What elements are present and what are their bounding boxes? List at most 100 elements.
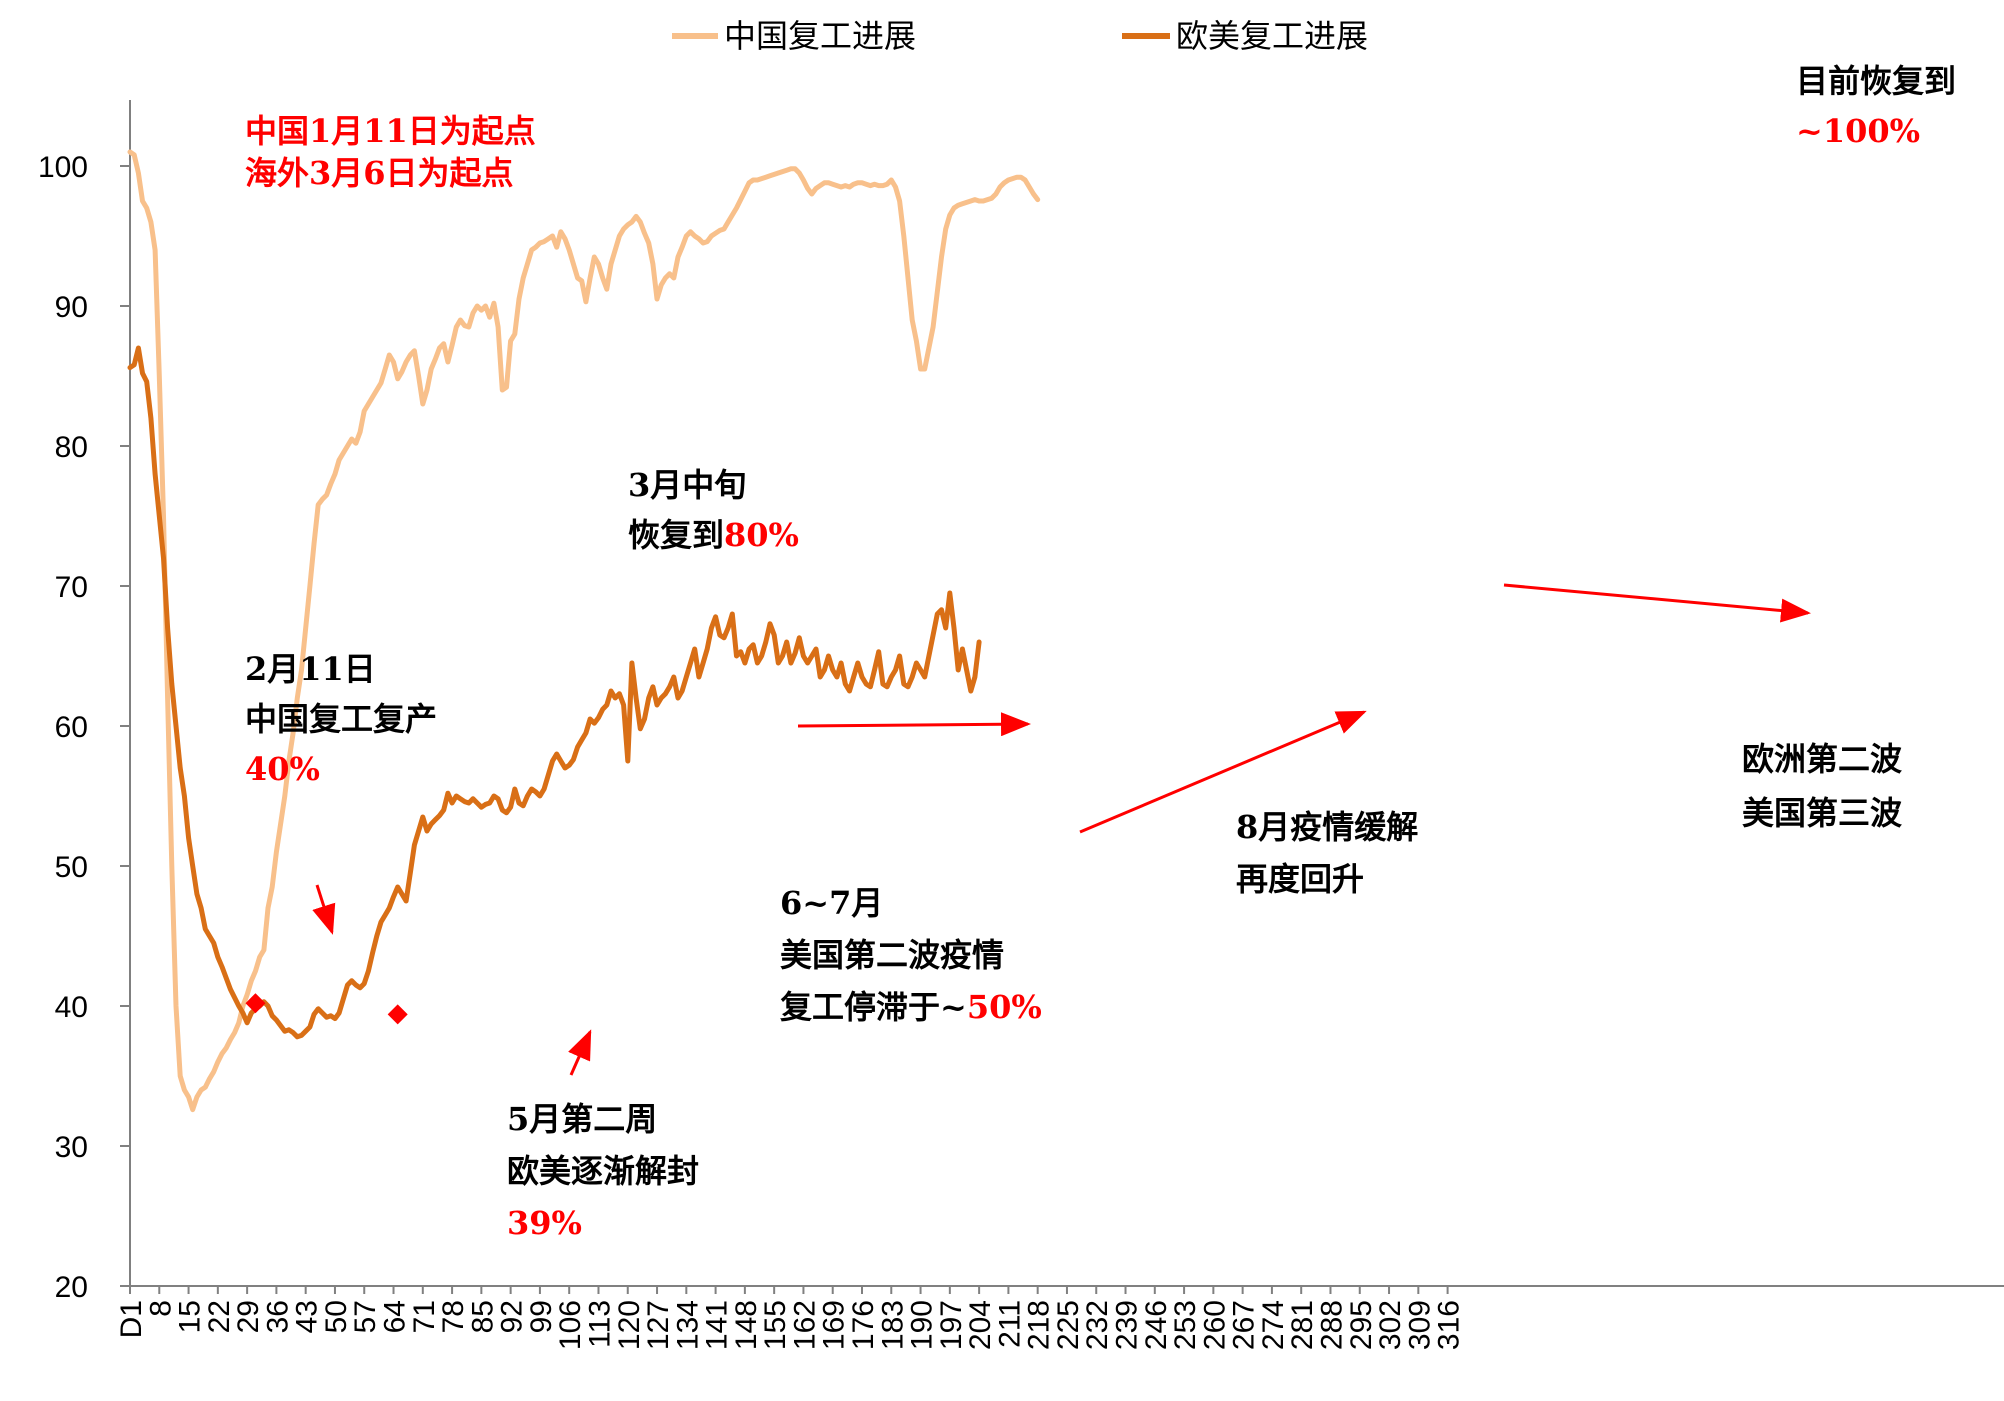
y-tick-label: 60	[55, 711, 88, 744]
x-tick-label: 302	[1374, 1300, 1407, 1350]
annotation-text: 50%	[967, 988, 1042, 1026]
x-tick-label: 183	[876, 1300, 909, 1350]
marker-diamond	[387, 1004, 408, 1025]
x-tick-label: 148	[730, 1300, 763, 1350]
annotation-text: 8月疫情缓解	[1236, 808, 1418, 846]
x-tick-label: 190	[906, 1300, 939, 1350]
annotation-text: 5月第二周	[507, 1100, 657, 1138]
x-tick-label: 253	[1169, 1300, 1202, 1350]
x-tick-label: 288	[1315, 1300, 1348, 1350]
axes	[129, 100, 2004, 1287]
x-tick-labels: D181522293643505764717885929910611312012…	[115, 1286, 1466, 1350]
x-tick-label: 99	[525, 1300, 558, 1333]
x-tick-label: 204	[964, 1300, 997, 1350]
y-tick-label: 50	[55, 851, 88, 884]
annotation-line: 8月疫情缓解	[1236, 808, 1418, 846]
legend-label-western: 欧美复工进展	[1176, 17, 1368, 55]
annotation-text: 复工停滞于~	[780, 988, 967, 1026]
x-tick-label: 176	[847, 1300, 880, 1350]
x-tick-label: 141	[701, 1300, 734, 1350]
x-tick-label: 36	[261, 1300, 294, 1333]
x-tick-label: 211	[993, 1300, 1026, 1348]
annotation-line: 再度回升	[1236, 860, 1364, 898]
y-tick-label: 30	[55, 1131, 88, 1164]
annotation-text: 中国复工复产	[245, 700, 437, 738]
y-tick-labels: 20 30 40 50 60 70 80 90 100	[38, 151, 130, 1304]
annotation-line: 5月第二周	[507, 1100, 657, 1138]
x-tick-label: 239	[1111, 1300, 1144, 1350]
annotation-arrows	[312, 583, 1811, 1076]
x-tick-label: 85	[466, 1300, 499, 1333]
annotation-line: 6~7月	[780, 884, 883, 922]
annotation-text: 39%	[507, 1204, 582, 1242]
arrow-second-wave	[1503, 583, 1811, 623]
x-tick-label: 246	[1140, 1300, 1173, 1350]
annotation-line: 2月11日	[245, 650, 376, 688]
arrow-may	[568, 1029, 592, 1076]
annotation-text: 80%	[724, 516, 799, 554]
series-line-china	[127, 149, 1041, 1113]
x-tick-label: 8	[144, 1300, 177, 1317]
annotation-text: 欧美逐渐解封	[507, 1152, 699, 1190]
marker-diamond	[245, 993, 266, 1014]
annotation-text: ~100%	[1796, 112, 1920, 150]
annotation-line: 恢复到80%	[628, 516, 799, 554]
x-tick-label: 43	[291, 1300, 324, 1333]
x-tick-label: 260	[1198, 1300, 1231, 1350]
x-tick-label: 218	[1023, 1300, 1056, 1350]
annotation-line: 复工停滞于~50%	[780, 988, 1042, 1026]
x-tick-label: 232	[1081, 1300, 1114, 1350]
x-tick-label: 197	[935, 1300, 968, 1350]
x-tick-label: 316	[1433, 1300, 1466, 1350]
y-tick-label: 80	[55, 431, 88, 464]
annotation-line: 目前恢复到	[1796, 62, 1956, 100]
x-tick-label: 295	[1345, 1300, 1378, 1350]
x-tick-label: 29	[232, 1300, 265, 1333]
y-tick-label: 100	[38, 151, 88, 184]
series-line-western	[127, 345, 982, 1040]
x-tick-label: 134	[671, 1300, 704, 1350]
annotation-text: 海外3月6日为起点	[245, 154, 514, 192]
annotation-text: 再度回升	[1236, 860, 1364, 898]
annotation-text: 美国第二波疫情	[780, 936, 1004, 974]
annotation-7: 目前恢复到 ~100%	[1796, 62, 1956, 150]
annotation-text: 欧洲第二波	[1742, 740, 1902, 778]
annotation-line: 美国第二波疫情	[780, 936, 1004, 974]
legend-label-china: 中国复工进展	[724, 17, 916, 55]
x-tick-label: 120	[613, 1300, 646, 1350]
arrow-june-july	[797, 712, 1031, 737]
series-layer	[127, 149, 1041, 1113]
x-tick-label: 57	[349, 1300, 382, 1333]
annotation-line: 欧美逐渐解封	[507, 1152, 699, 1190]
x-tick-label: 22	[203, 1300, 236, 1333]
x-tick-label: 71	[408, 1300, 441, 1333]
annotation-line: ~100%	[1796, 112, 1920, 150]
annotation-text: 6~7月	[780, 884, 883, 922]
x-tick-label: 78	[437, 1300, 470, 1333]
arrow-feb11	[312, 884, 336, 935]
x-tick-label: 274	[1257, 1300, 1290, 1350]
legend: 中国复工进展 欧美复工进展	[672, 17, 1368, 55]
annotation-line: 39%	[507, 1204, 582, 1242]
x-tick-label: 169	[818, 1300, 851, 1350]
x-tick-label: 162	[788, 1300, 821, 1350]
x-tick-label: 113	[583, 1300, 616, 1348]
annotation-text: 3月中旬	[628, 466, 746, 504]
annotation-text: 目前恢复到	[1796, 62, 1956, 100]
annotation-line: 欧洲第二波	[1742, 740, 1902, 778]
x-tick-label: 267	[1228, 1300, 1261, 1350]
x-tick-label: 155	[759, 1300, 792, 1350]
annotation-text: 2月11日	[245, 650, 376, 688]
x-tick-label: 50	[320, 1300, 353, 1333]
arrow-august	[1079, 710, 1367, 834]
annotation-line: 海外3月6日为起点	[245, 154, 514, 192]
annotation-text: 美国第三波	[1742, 794, 1902, 832]
x-tick-label: 127	[642, 1300, 675, 1350]
x-tick-label: 106	[554, 1300, 587, 1350]
